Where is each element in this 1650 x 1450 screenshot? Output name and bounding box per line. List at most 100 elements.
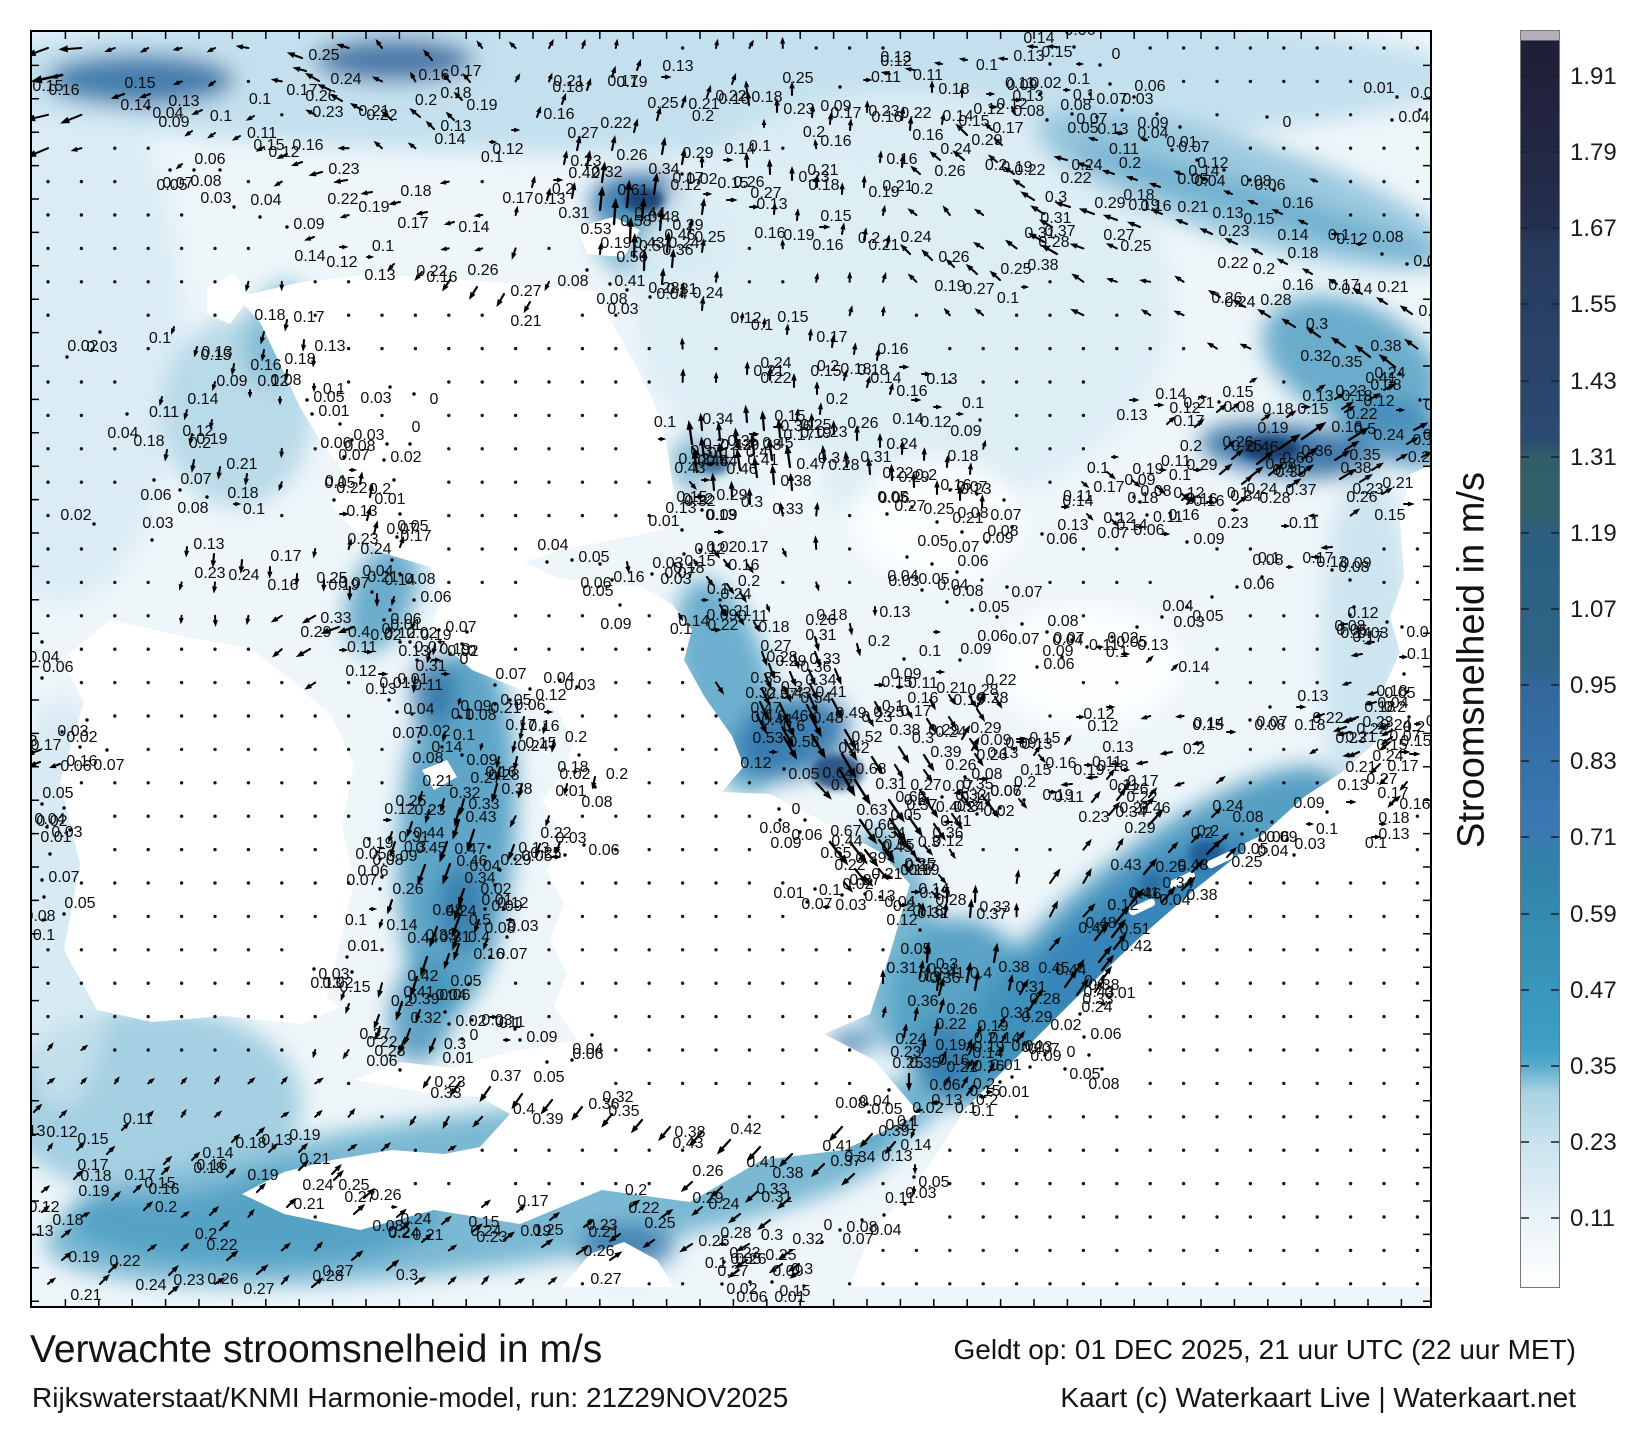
current-arrow [808,713,822,738]
grid-dot [680,680,685,685]
current-arrow [422,49,434,62]
current-arrow [843,450,850,469]
grid-dot [1081,1215,1086,1219]
colorbar [1520,30,1560,1288]
speed-label: 0.13 [346,503,377,520]
current-arrow [333,178,349,184]
grid-dot [714,814,718,818]
speed-label: 0.06 [1064,32,1095,39]
speed-label: 0.25 [1000,261,1031,278]
current-arrow [947,693,956,706]
current-arrow [758,700,769,720]
current-arrow [1351,287,1364,296]
current-arrow [270,78,283,84]
speed-label: 0.13 [879,604,910,621]
grid-dot [847,1014,852,1019]
grid-dot [1282,680,1286,685]
grid-dot [1048,280,1052,284]
grid-dot [614,1048,618,1052]
grid-dot [647,513,651,518]
current-arrow [292,66,308,73]
grid-dot [1215,1148,1219,1152]
current-arrow [1082,868,1092,884]
speed-label: 0.03 [51,824,82,841]
speed-label: 0.17 [400,528,431,545]
speed-label: 0.14 [120,97,151,114]
current-arrow [445,111,456,122]
current-arrow [752,620,760,633]
speed-label: 0.24 [1212,798,1243,815]
speed-label: 0.09 [1193,531,1224,548]
map-subtitle: Rijkswaterstaat/KNMI Harmonie-model, run… [32,1382,789,1413]
current-arrow [414,270,424,282]
speed-label: 0.39 [930,744,961,761]
speed-label: 0.13 [1057,517,1088,534]
current-arrow [680,147,687,166]
current-arrow [1206,499,1216,505]
speed-label: 0.21 [299,1151,330,1168]
colorbar-tick-label: 1.67 [1570,215,1617,243]
current-arrow [1223,439,1236,451]
current-arrow [928,698,936,711]
speed-label: 0.17 [1412,432,1430,449]
current-arrow [979,776,990,782]
current-arrow [877,150,884,164]
current-arrow [473,212,484,218]
grid-dot [1248,1248,1253,1253]
current-arrow [694,494,705,500]
grid-dot [1282,614,1286,618]
grid-dot [246,1014,251,1019]
speed-label: 0.02 [406,625,437,642]
current-arrow [409,1115,417,1127]
current-arrow [231,135,241,141]
speed-label: 0.11 [1407,646,1430,663]
current-arrow [1239,343,1252,350]
speed-label: 0.23 [434,1074,465,1091]
grid-dot [1181,1282,1186,1286]
grid-dot [580,1148,585,1152]
speed-label: 0.08 [1240,173,1271,190]
current-arrow [875,348,881,362]
speed-label: 0.14 [1340,625,1371,642]
current-arrow [1367,392,1382,402]
speed-label: 0.16 [48,82,79,99]
grid-dot [513,380,518,384]
grid-dot [1382,179,1386,184]
current-arrow [1139,137,1148,142]
grid-dot [1048,1282,1052,1286]
speed-label: 0.16 [718,91,749,108]
grid-dot [680,1081,685,1086]
speed-label: 0.44 [634,205,665,222]
speed-label: 0.47 [796,456,827,473]
grid-dot [1048,346,1052,351]
grid-dot [447,380,451,384]
current-arrow [1343,440,1360,452]
current-arrow [610,135,617,152]
speed-label: 0.25 [308,47,339,64]
speed-label: 0.07 [495,666,526,683]
current-arrow [778,502,785,517]
speed-label: 0.19 [973,1039,1004,1056]
speed-label: 0.22 [834,857,865,874]
grid-dot [1415,847,1420,852]
current-arrow [47,1077,56,1085]
grid-dot [1282,1081,1286,1086]
speed-label: 0.3 [818,450,840,467]
speed-label: 0.17 [992,120,1023,137]
grid-dot [179,881,184,885]
speed-label: 0.42 [1120,938,1151,955]
grid-dot [614,1081,618,1086]
speed-label: 0.26 [733,174,764,191]
speed-label: 0.12 [345,663,376,680]
current-arrow [899,364,910,370]
grid-dot [280,948,284,952]
speed-label: 0.37 [906,797,937,814]
current-arrow [767,365,774,382]
grid-dot [1148,46,1152,50]
grid-dot [179,981,184,985]
grid-dot [179,680,184,685]
speed-label: 0.21 [358,103,389,120]
current-arrow [880,71,891,76]
speed-label: 0.48 [812,710,843,727]
current-arrow [899,105,906,122]
